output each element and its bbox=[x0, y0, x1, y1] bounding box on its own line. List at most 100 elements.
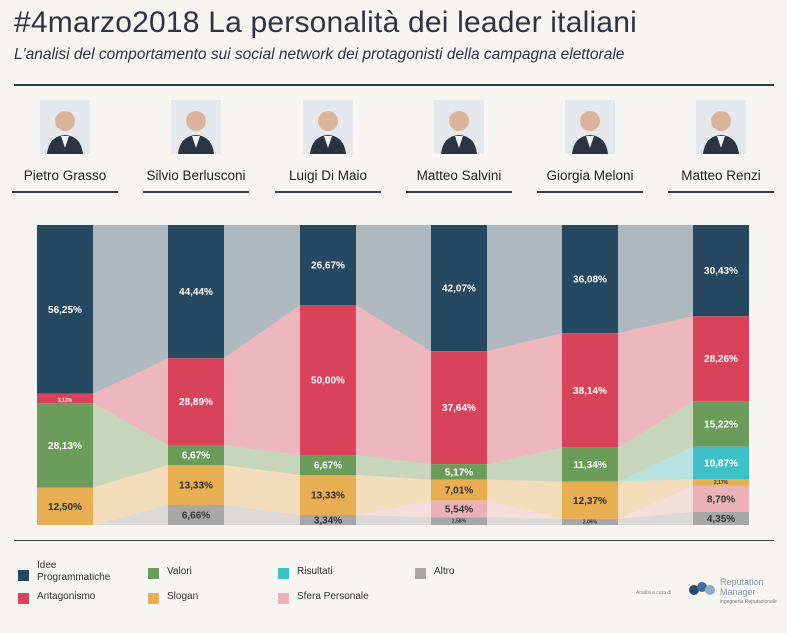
data-label: 4,35% bbox=[707, 514, 735, 525]
leader-underline bbox=[668, 191, 774, 193]
legend-swatch bbox=[18, 593, 29, 604]
ribbon-risultati bbox=[618, 446, 693, 482]
bar-segment-sfera bbox=[431, 500, 487, 518]
bar-segment-antagonismo bbox=[168, 358, 224, 446]
data-label: 56,25% bbox=[48, 305, 82, 316]
data-label: 6,67% bbox=[314, 460, 342, 471]
data-label: 50,00% bbox=[311, 375, 345, 386]
leader-column: Matteo Salvini bbox=[396, 100, 522, 193]
bar-segment-valori bbox=[562, 447, 618, 482]
bar-segment-altro bbox=[693, 511, 749, 525]
data-label: 12,37% bbox=[573, 496, 607, 507]
brand-name: Reputation Manager bbox=[720, 577, 764, 597]
data-label: 11,34% bbox=[573, 460, 606, 471]
legend-label: Antagonismo bbox=[37, 591, 96, 602]
ribbon-valori bbox=[618, 401, 693, 482]
bar-segment-slogan bbox=[300, 474, 356, 515]
bar-segment-valori bbox=[693, 401, 749, 447]
ribbon-valori bbox=[487, 447, 562, 482]
leader-name: Silvio Berlusconi bbox=[146, 168, 246, 183]
legend-divider bbox=[14, 540, 774, 541]
data-label: 28,89% bbox=[179, 397, 213, 408]
data-label: 6,67% bbox=[182, 451, 210, 462]
bar-segment-altro bbox=[431, 517, 487, 525]
bar-segment-idee bbox=[562, 225, 618, 334]
legend-item-idee: Idee Programmatiche bbox=[18, 560, 125, 584]
legend-swatch bbox=[18, 570, 29, 581]
data-label: 13,33% bbox=[179, 481, 213, 492]
bar-segment-antagonismo bbox=[431, 351, 487, 465]
bar-segment-valori bbox=[168, 445, 224, 466]
bar-segment-valori bbox=[300, 454, 356, 475]
ribbon-sfera bbox=[487, 500, 562, 519]
data-label: 30,43% bbox=[704, 266, 738, 277]
data-label: 5,54% bbox=[445, 504, 473, 515]
legend-label: Risultati bbox=[297, 566, 333, 577]
legend-item-altro: Altro bbox=[415, 566, 455, 579]
bar-segment-valori bbox=[431, 464, 487, 480]
ribbon-idee bbox=[487, 225, 562, 352]
ribbon-valori bbox=[356, 454, 431, 480]
portrait-dimaio-icon bbox=[303, 100, 353, 154]
leader-underline bbox=[143, 191, 249, 193]
ribbon-slogan bbox=[618, 479, 693, 519]
data-label: 26,67% bbox=[311, 261, 345, 272]
data-label: 15,22% bbox=[704, 419, 738, 430]
bar-segment-altro bbox=[168, 505, 224, 525]
ribbon-altro bbox=[224, 505, 300, 525]
bar-segment-idee bbox=[300, 225, 356, 306]
bar-segment-slogan bbox=[693, 479, 749, 486]
ribbon-antagonismo bbox=[356, 305, 431, 465]
flow-ribbons bbox=[93, 225, 693, 525]
legend-item-valori: Valori bbox=[148, 566, 192, 579]
ribbon-idee bbox=[618, 225, 693, 334]
leader-name: Matteo Renzi bbox=[681, 168, 761, 183]
bar-segment-idee bbox=[37, 225, 93, 394]
infographic-subtitle: L'analisi del comportamento sui social n… bbox=[14, 46, 625, 63]
ribbon-sfera bbox=[356, 500, 431, 518]
ribbon-sfera bbox=[618, 485, 693, 519]
data-label: 42,07% bbox=[442, 284, 476, 295]
ribbon-slogan bbox=[356, 474, 431, 515]
legend-item-slogan: Slogan bbox=[148, 591, 198, 604]
data-label: 36,08% bbox=[573, 275, 607, 286]
data-label: 2,17% bbox=[714, 480, 729, 486]
leader-column: Luigi Di Maio bbox=[265, 100, 391, 193]
bar-segment-slogan bbox=[431, 479, 487, 501]
leader-underline bbox=[12, 191, 118, 193]
brand-credit: Analisi a cura di Reputation Manager ing… bbox=[636, 574, 777, 610]
bar-segment-antagonismo bbox=[693, 316, 749, 402]
leader-name: Luigi Di Maio bbox=[288, 168, 368, 183]
ribbon-altro bbox=[93, 505, 168, 525]
legend-label: Idee Programmatiche bbox=[37, 560, 111, 583]
bar-segment-sfera bbox=[693, 485, 749, 512]
header-divider bbox=[14, 84, 774, 86]
bar-segment-altro bbox=[300, 514, 356, 525]
legend-item-antagonismo: Antagonismo bbox=[18, 591, 95, 604]
ribbon-slogan bbox=[224, 465, 300, 515]
ribbon-slogan bbox=[93, 465, 168, 525]
leader-name: Matteo Salvini bbox=[416, 168, 502, 183]
ribbon-idee bbox=[224, 225, 300, 359]
ribbon-slogan bbox=[487, 479, 562, 519]
data-label: 44,44% bbox=[179, 287, 213, 298]
data-label: 12,50% bbox=[48, 502, 82, 513]
leader-underline bbox=[537, 191, 643, 193]
bar-segment-idee bbox=[693, 225, 749, 317]
bar-segment-valori bbox=[37, 403, 93, 488]
legend-swatch bbox=[148, 568, 159, 579]
data-label: 10,87% bbox=[704, 459, 738, 470]
data-label: 5,17% bbox=[445, 467, 473, 478]
legend-swatch bbox=[278, 593, 289, 604]
ribbon-antagonismo bbox=[224, 305, 300, 455]
bar-segment-antagonismo bbox=[37, 393, 93, 404]
bar-segment-altro bbox=[562, 518, 618, 525]
bar-segment-antagonismo bbox=[300, 305, 356, 455]
leader-column: Pietro Grasso bbox=[2, 100, 128, 193]
leader-column: Giorgia Meloni bbox=[527, 100, 653, 193]
legend-label: Sfera Personale bbox=[297, 591, 369, 602]
leader-column: Matteo Renzi bbox=[658, 100, 784, 193]
leader-underline bbox=[275, 191, 381, 193]
bar-segment-idee bbox=[168, 225, 224, 359]
data-label: 6,66% bbox=[182, 511, 210, 522]
